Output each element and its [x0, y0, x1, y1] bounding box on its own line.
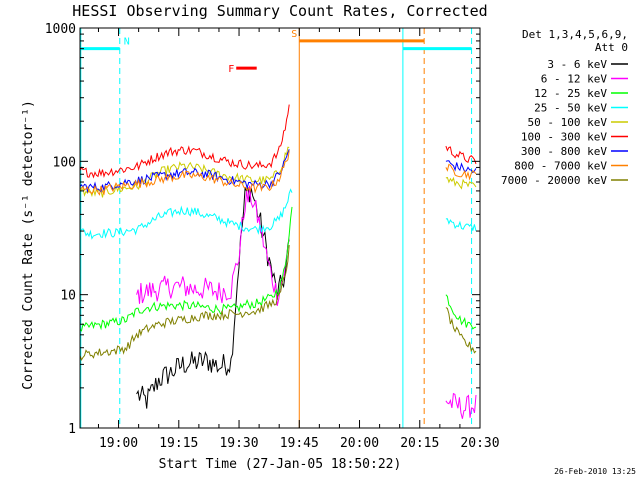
- legend-header-line2: Att 0: [595, 41, 628, 54]
- y-tick-label-10: 10: [60, 289, 76, 304]
- legend-label-3-6-kev: 3 - 6 keV: [547, 58, 607, 71]
- series-line-6-12-kev: [136, 185, 477, 419]
- series-line-25-50-kev: [79, 188, 477, 240]
- x-tick-label-20-00: 20:00: [340, 436, 379, 451]
- legend-label-6-12-kev: 6 - 12 keV: [541, 73, 608, 86]
- legend-label-12-25-kev: 12 - 25 keV: [534, 87, 607, 100]
- legend-label-800-7000-kev: 800 - 7000 keV: [514, 160, 607, 173]
- footer-stamp: 26-Feb-2010 13:25: [554, 467, 636, 476]
- y-axis-label: Corrected Count Rate (s⁻¹ detector⁻¹): [21, 100, 36, 390]
- legend-label-7000-20000-kev: 7000 - 20000 keV: [501, 174, 607, 187]
- x-tick-label-19-00: 19:00: [99, 436, 138, 451]
- x-tick-label-19-30: 19:30: [219, 436, 258, 451]
- legend-label-100-300-kev: 100 - 300 keV: [521, 131, 607, 144]
- x-tick-label-20-30: 20:30: [460, 436, 499, 451]
- y-tick-label-1000: 1000: [45, 22, 76, 37]
- series-line-50-100-kev: [79, 146, 477, 198]
- series-line-800-7000-kev: [79, 150, 477, 196]
- series-line-100-300-kev: [79, 104, 477, 179]
- x-tick-label-19-45: 19:45: [280, 436, 319, 451]
- x-axis-label: Start Time (27-Jan-05 18:50:22): [159, 457, 402, 472]
- flag-label-f: F: [228, 64, 234, 75]
- plot-frame: [79, 27, 481, 429]
- legend-label-50-100-kev: 50 - 100 keV: [528, 116, 608, 129]
- y-tick-label-100: 100: [53, 155, 76, 170]
- x-tick-label-19-15: 19:15: [159, 436, 198, 451]
- y-tick-label-1: 1: [68, 422, 76, 437]
- series-line-7000-20000-kev: [79, 244, 477, 361]
- series-line-3-6-kev: [136, 187, 290, 409]
- flag-label-s: S: [291, 29, 297, 40]
- legend-label-300-800-kev: 300 - 800 keV: [521, 145, 607, 158]
- x-tick-label-20-15: 20:15: [400, 436, 439, 451]
- legend-header-line1: Det 1,3,4,5,6,9,: [522, 28, 628, 41]
- series-line-12-25-kev: [79, 206, 477, 332]
- flag-label-n: N: [124, 37, 130, 48]
- legend-label-25-50-kev: 25 - 50 keV: [534, 102, 607, 115]
- chart-title: HESSI Observing Summary Count Rates, Cor…: [72, 2, 487, 20]
